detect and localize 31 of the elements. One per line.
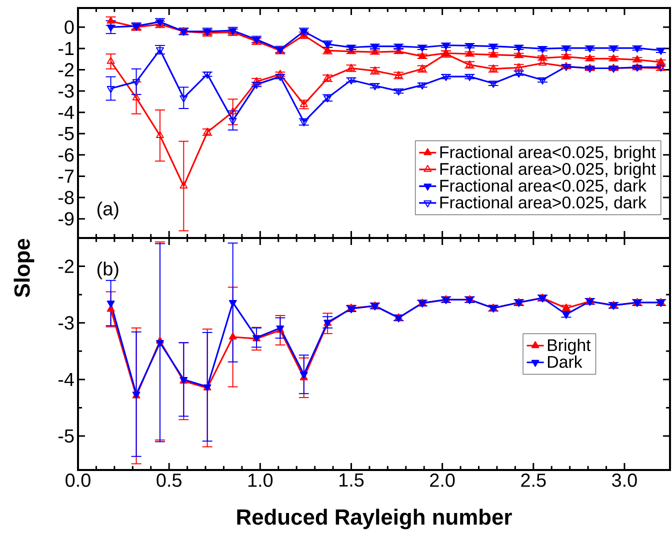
y-tick-label: -5 (58, 127, 74, 140)
x-tick-label: 2.5 (521, 474, 546, 487)
y-tick-label: -9 (58, 212, 74, 226)
y-tick-label: -3 (58, 316, 74, 330)
y-tick-label: -6 (58, 148, 74, 162)
annotation: (b) (97, 262, 118, 280)
legend-label: Fractional area>0.025, dark (440, 196, 647, 210)
x-tick-label: 0.5 (156, 474, 182, 487)
annotation: (a) (97, 202, 118, 220)
legend-label: Fractional area>0.025, bright (440, 162, 656, 178)
legend-label: Fractional area<0.025, dark (440, 179, 647, 194)
x-tick-label: 2.0 (430, 474, 455, 487)
y-tick-label: -1 (58, 42, 74, 55)
y-axis-title: Slope (14, 238, 34, 298)
x-tick-label: 1.5 (340, 474, 364, 487)
y-tick-label: -8 (58, 190, 74, 204)
y-tick-label: -4 (58, 372, 74, 386)
y-tick-label: -4 (58, 106, 74, 119)
legend-label: Dark (548, 355, 582, 368)
x-tick-label: 1.0 (248, 474, 273, 487)
legend-label: Bright (548, 338, 591, 355)
y-tick-label: -3 (58, 84, 74, 98)
legend-label: Fractional area<0.025, bright (440, 146, 656, 162)
x-tick-label: 3.0 (612, 474, 637, 487)
y-tick-label: -5 (58, 429, 74, 443)
x-axis-title: Reduced Rayleigh number (237, 508, 512, 530)
y-tick-label: -2 (58, 63, 74, 76)
x-tick-label: 0.0 (66, 474, 90, 487)
y-tick-label: -2 (58, 260, 74, 273)
y-tick-label: 0 (64, 20, 74, 34)
y-tick-label: -7 (58, 170, 74, 183)
